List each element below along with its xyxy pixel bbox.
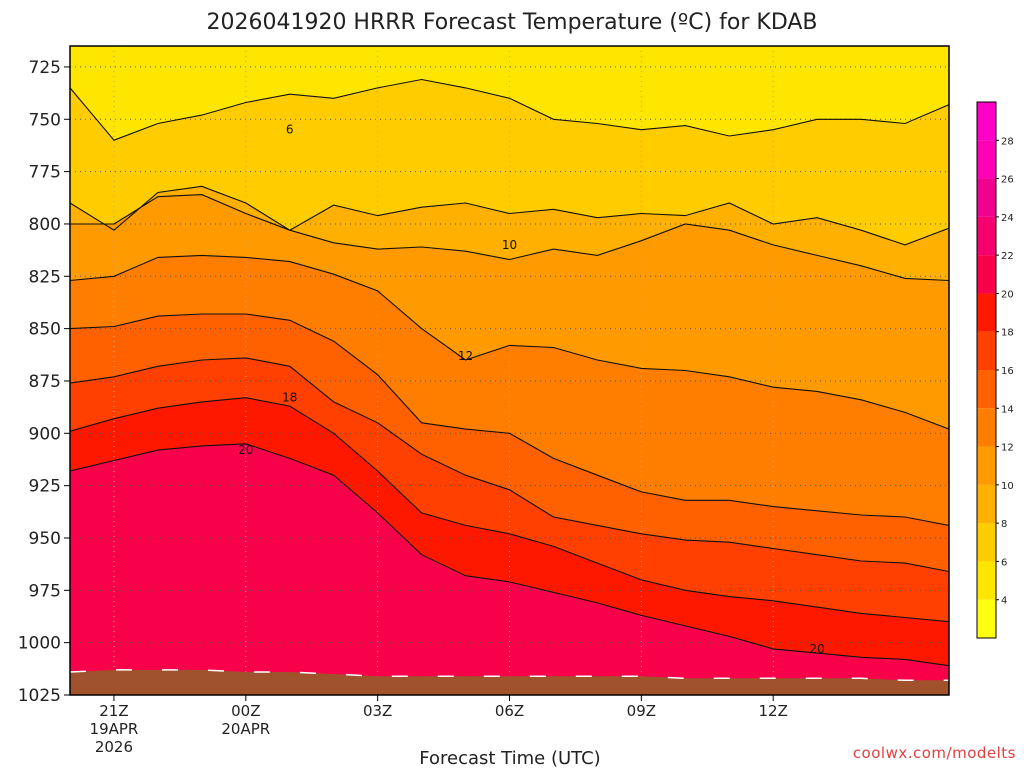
colorbar-tick-label-4: 4 <box>1001 596 1007 607</box>
contour-label-6: 6 <box>286 123 294 137</box>
y-axis: 725 750 775 800 825 850 875 900 925 950 975 1000 102… <box>18 58 70 706</box>
ground-terrain <box>70 669 949 695</box>
x-tick-label-00Z: 00Z <box>231 702 260 720</box>
contour-label-12: 12 <box>458 349 473 363</box>
y-tick-label-875: 875 <box>29 372 61 392</box>
isotherm-20 <box>70 443 949 667</box>
isotherm-18 <box>70 397 949 623</box>
y-tick-label-775: 775 <box>29 163 61 183</box>
isotherm-6 <box>70 78 949 141</box>
colorbar-tick-label-20: 20 <box>1001 289 1014 300</box>
colorbar-band-14 <box>977 370 996 409</box>
colorbar-tick-label-12: 12 <box>1001 443 1014 454</box>
credit-text: coolwx.com/modelts <box>853 744 1016 762</box>
isotherm-layer <box>70 78 949 667</box>
colorbar-tick-label-26: 26 <box>1001 175 1014 186</box>
colorbar-legend: 4 6 8 10 12 14 16 18 20 22 24 26 28 <box>976 101 1014 639</box>
colorbar-tick-label-18: 18 <box>1001 328 1014 339</box>
colorbar-band-24 <box>977 178 996 217</box>
colorbar-band-26 <box>977 140 996 179</box>
x-tick-label-19APR: 19APR <box>90 720 139 738</box>
colorbar-tick-label-16: 16 <box>1001 366 1014 377</box>
isotherm-14 <box>70 313 949 526</box>
x-tick-label-2026: 2026 <box>95 738 133 756</box>
y-tick-label-950: 950 <box>29 529 61 549</box>
isotherm-16 <box>70 357 949 573</box>
x-tick-label-21Z: 21Z <box>99 702 128 720</box>
colorbar-band-16 <box>977 331 996 370</box>
surface-line <box>70 669 949 682</box>
contour-label-20: 20 <box>238 443 253 457</box>
grid-layer <box>70 46 949 695</box>
y-tick-label-900: 900 <box>29 424 61 444</box>
colorbar-band-20 <box>977 255 996 294</box>
chart-title: 2026041920 HRRR Forecast Temperature (ºC… <box>206 10 817 35</box>
x-tick-label-03Z: 03Z <box>363 702 392 720</box>
x-tick-label-09Z: 09Z <box>627 702 656 720</box>
y-tick-label-925: 925 <box>29 477 61 497</box>
x-tick-label-20APR: 20APR <box>221 720 270 738</box>
x-tick-label-06Z: 06Z <box>495 702 524 720</box>
colorbar-band-2 <box>977 599 996 638</box>
colorbar-band-4 <box>977 561 996 600</box>
x-axis-label: Forecast Time (UTC) <box>419 748 600 768</box>
y-tick-label-750: 750 <box>29 110 61 130</box>
colorbar-tick-label-8: 8 <box>1001 519 1007 530</box>
contour-label-18: 18 <box>282 391 297 405</box>
colorbar-tick-label-22: 22 <box>1001 251 1014 262</box>
colorbar-band-22 <box>977 216 996 256</box>
y-tick-label-850: 850 <box>29 320 61 340</box>
colorbar-band-12 <box>977 408 996 447</box>
contour-label-20: 20 <box>810 642 825 656</box>
colorbar-band-10 <box>977 446 996 485</box>
colorbar-band-8 <box>977 484 996 524</box>
isotherm-12 <box>70 254 949 430</box>
y-tick-label-800: 800 <box>29 215 61 235</box>
contour-label-10: 10 <box>502 238 517 252</box>
ground-layer <box>70 669 949 695</box>
isotherm-8 <box>70 185 949 246</box>
y-tick-label-725: 725 <box>29 58 61 78</box>
x-tick-label-12Z: 12Z <box>759 702 788 720</box>
colorbar-tick-label-24: 24 <box>1001 213 1014 224</box>
colorbar-tick-label-28: 28 <box>1001 136 1014 147</box>
y-tick-label-825: 825 <box>29 267 61 287</box>
isotherm-10 <box>70 194 949 282</box>
colorbar-band-18 <box>977 293 996 332</box>
y-tick-label-975: 975 <box>29 581 61 601</box>
y-tick-label-1000: 1000 <box>18 634 61 654</box>
y-tick-label-1025: 1025 <box>18 686 61 706</box>
colorbar-band-6 <box>977 523 996 562</box>
colorbar-tick-label-10: 10 <box>1001 481 1014 492</box>
temp-band-20 <box>70 443 949 695</box>
colorbar-tick-label-6: 6 <box>1001 557 1007 568</box>
colorbar-band-28 <box>977 102 996 141</box>
contour-label-layer: 6 10 12 18 20 20 <box>238 123 825 656</box>
colorbar-tick-label-14: 14 <box>1001 404 1014 415</box>
